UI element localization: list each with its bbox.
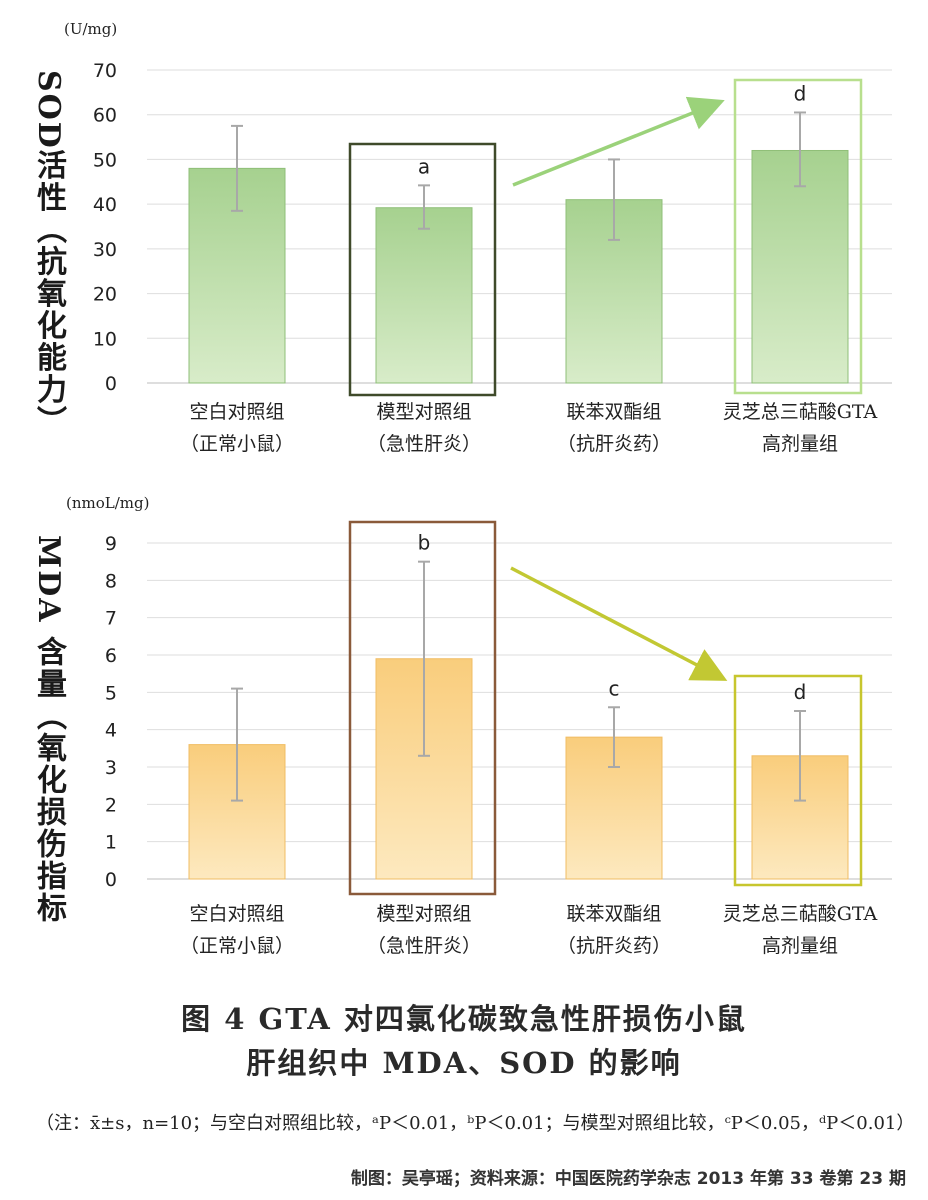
highlight-box-gta — [733, 674, 863, 887]
category-label: （急性肝炎） — [367, 433, 481, 455]
sod-bar-chart: 0 10 20 30 40 50 60 70 空白对照组 （正常小鼠） a 模型对照组 （急性肝炎） 联苯… — [93, 60, 892, 455]
y-tick-label: 50 — [93, 149, 117, 171]
mda-y-axis-label: MDA 含量（氧化损伤指标 — [31, 535, 66, 924]
significance-label: a — [418, 154, 430, 178]
figure-title-line-2: 肝组织中 MDA、SOD 的影响 — [246, 1046, 682, 1080]
y-tick-label: 7 — [105, 608, 117, 630]
category-label: 模型对照组 — [376, 401, 471, 423]
category-label: （正常小鼠） — [180, 433, 294, 455]
category-label: 灵芝总三萜酸GTA — [723, 903, 878, 925]
category-label: （正常小鼠） — [180, 935, 294, 957]
figure-credit: 制图：吴亭瑶；资料来源：中国医院药学杂志 2013 年第 33 卷第 23 期 — [350, 1169, 906, 1189]
y-tick-label: 5 — [105, 682, 117, 704]
category-label: 联苯双酯组 — [566, 903, 661, 925]
mda-unit-label: (nmoL/mg) — [66, 494, 150, 512]
figure-note: （注：x̄±s，n=10；与空白对照组比较，ᵃP＜0.01，ᵇP＜0.01；与模… — [36, 1113, 915, 1134]
highlight-box-model — [348, 142, 497, 397]
trend-arrow — [512, 96, 725, 187]
category-label: 空白对照组 — [189, 401, 284, 423]
y-tick-label: 3 — [105, 757, 117, 779]
category-label: （抗肝炎药） — [557, 935, 671, 957]
y-tick-label: 4 — [105, 720, 117, 742]
y-tick-label: 6 — [105, 645, 117, 667]
significance-label: c — [609, 676, 620, 700]
highlight-box-model — [348, 520, 497, 896]
highlight-box-gta — [733, 78, 863, 395]
category-label: 高剂量组 — [762, 935, 838, 957]
y-tick-label: 8 — [105, 570, 117, 592]
y-tick-label: 1 — [105, 832, 117, 854]
mda-bar-chart: 0 1 2 3 4 5 6 7 8 9 空白对照组 （正常小鼠） b 模型对照组 （急性肝炎） c 联苯双酯组 （… — [105, 520, 892, 957]
category-label: （急性肝炎） — [367, 935, 481, 957]
bar — [751, 149, 849, 384]
y-tick-label: 2 — [105, 794, 117, 816]
y-tick-label: 60 — [93, 105, 117, 127]
bar — [375, 207, 473, 384]
y-tick-label: 0 — [105, 869, 117, 891]
y-tick-label: 10 — [93, 328, 117, 350]
category-label: 联苯双酯组 — [566, 401, 661, 423]
trend-arrow — [510, 566, 728, 681]
significance-label: b — [418, 531, 431, 555]
category-label: 灵芝总三萜酸GTA — [723, 401, 878, 423]
y-tick-label: 9 — [105, 533, 117, 555]
category-label: 空白对照组 — [189, 903, 284, 925]
y-tick-label: 0 — [105, 373, 117, 395]
figure-title-line-1: 图 4 GTA 对四氯化碳致急性肝损伤小鼠 — [181, 1002, 747, 1036]
y-tick-label: 30 — [93, 239, 117, 261]
significance-label: d — [794, 680, 807, 704]
category-label: （抗肝炎药） — [557, 433, 671, 455]
y-tick-label: 40 — [93, 194, 117, 216]
y-tick-label: 70 — [93, 60, 117, 82]
category-label: 高剂量组 — [762, 433, 838, 455]
sod-unit-label: (U/mg) — [64, 20, 118, 38]
sod-y-axis-label: SOD活性（抗氧化能力） — [31, 70, 66, 438]
significance-label: d — [794, 81, 807, 105]
y-tick-label: 20 — [93, 284, 117, 306]
category-label: 模型对照组 — [376, 903, 471, 925]
